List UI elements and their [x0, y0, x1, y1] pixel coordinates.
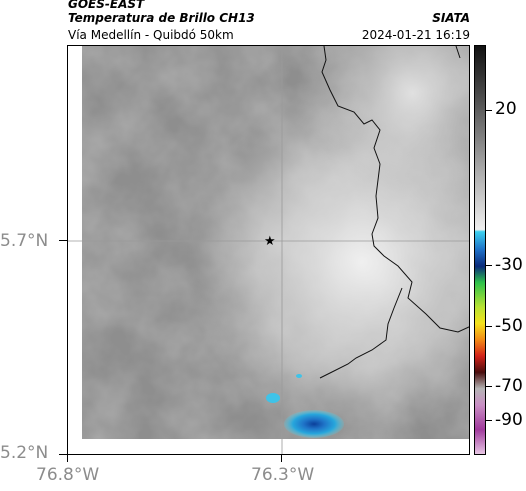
colorbar-tick	[486, 386, 492, 387]
location-star-icon: ★	[264, 234, 276, 249]
colorbar-label: -50	[495, 316, 523, 336]
satellite-title: GOES-EAST	[68, 0, 145, 11]
colorbar-label: -70	[495, 376, 523, 396]
colorbar-label: 20	[495, 99, 517, 119]
cloud-imagery	[82, 46, 469, 439]
colorbar-tick	[486, 420, 492, 421]
lon-tick-label: 76.3°W	[251, 465, 315, 485]
colorbar-tick	[486, 326, 492, 327]
source-label: SIATA	[432, 11, 470, 25]
region-subtitle: Vía Medellín - Quibdó 50km	[68, 28, 234, 42]
map-svg: ★	[68, 46, 469, 454]
satellite-map[interactable]: ★	[67, 45, 470, 455]
lon-tick-mark	[281, 455, 282, 462]
datetime-label: 2024-01-21 16:19	[361, 28, 470, 42]
lat-tick-label: 5.2°N	[0, 443, 49, 463]
colorbar-label: -30	[495, 255, 523, 275]
product-title: Temperatura de Brillo CH13	[68, 11, 255, 25]
colorbar-gradient	[475, 46, 485, 454]
lon-tick-mark	[67, 455, 68, 462]
lat-tick-mark	[59, 240, 67, 241]
boundary-lines	[319, 46, 469, 379]
colorbar-label: -90	[495, 410, 523, 430]
lon-tick-label: 76.8°W	[36, 465, 100, 485]
lat-tick-mark	[59, 454, 67, 455]
temperature-colorbar	[474, 45, 486, 455]
colorbar-tick	[486, 265, 492, 266]
cold-cloud-cells	[266, 374, 344, 438]
colorbar-tick	[486, 110, 492, 111]
lat-tick-label: 5.7°N	[0, 231, 49, 251]
